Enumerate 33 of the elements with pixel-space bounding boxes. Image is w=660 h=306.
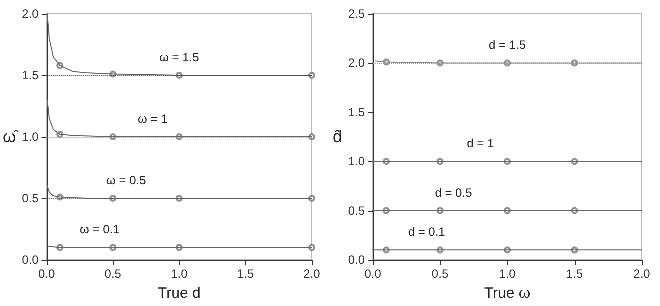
x-tick-label: 1.5: [566, 267, 584, 281]
annotation: ω = 1: [138, 112, 168, 126]
annotation: ω = 1.5: [160, 50, 200, 64]
x-tick-label: 0.0: [364, 267, 382, 281]
x-tick-label: 0.0: [38, 267, 56, 281]
x-tick-label: 0.5: [104, 267, 122, 281]
x-tick-label: 0.5: [432, 267, 449, 281]
annotation: d = 1.5: [489, 38, 526, 52]
x-tick-label: 1.5: [237, 267, 254, 281]
y-tick-label: 1.0: [348, 154, 366, 169]
annotation: d = 1: [467, 136, 494, 151]
x-axis-title: True d: [158, 285, 201, 302]
annotation: d = 0.1: [408, 225, 446, 240]
y-tick-label: 1.5: [22, 68, 40, 82]
y-axis-title: d̂: [332, 128, 342, 146]
x-tick-label: 2.0: [634, 267, 651, 281]
x-tick-label: 2.0: [304, 267, 321, 281]
x-tick-label: 1.0: [499, 267, 516, 281]
y-tick-label: 1.5: [348, 105, 366, 120]
y-tick-label: 2.5: [348, 7, 366, 21]
y-tick-label: 2.0: [22, 7, 40, 21]
y-tick-label: 2.0: [348, 56, 366, 70]
y-tick-label: 0.0: [348, 253, 366, 267]
y-tick-label: 1.0: [22, 130, 40, 144]
annotation: ω = 0.5: [106, 174, 147, 188]
y-tick-label: 0.5: [348, 204, 366, 218]
x-tick-label: 1.0: [171, 267, 188, 281]
annotation: d = 0.5: [435, 186, 473, 200]
y-axis-title: ω̂: [2, 128, 20, 146]
x-axis-title: True ω: [484, 285, 531, 302]
annotation: ω = 0.1: [80, 222, 120, 237]
y-tick-label: 0.0: [22, 253, 40, 267]
y-tick-label: 0.5: [22, 192, 40, 206]
